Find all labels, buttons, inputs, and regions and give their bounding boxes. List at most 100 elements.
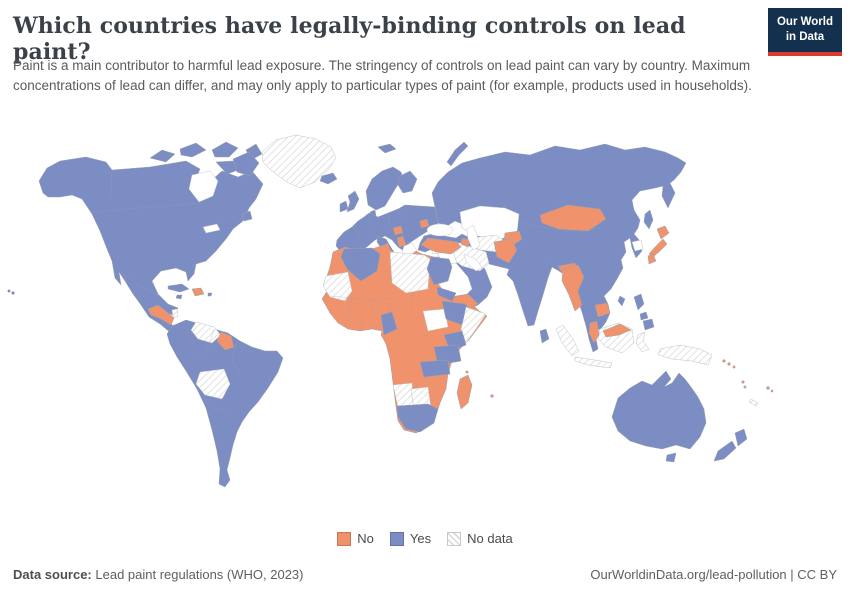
region-south-america[interactable] (166, 319, 284, 488)
region-jamaica[interactable] (175, 294, 183, 300)
region-north-america[interactable] (38, 156, 264, 335)
region-japan-kyushu[interactable] (647, 253, 657, 265)
region-indonesia-sumatra[interactable] (555, 324, 580, 357)
region-libya[interactable] (389, 251, 431, 294)
region-solomon-islands[interactable] (727, 362, 731, 366)
region-norway-sweden[interactable] (365, 166, 405, 211)
region-vanuatu[interactable] (743, 385, 747, 389)
region-indonesia-java[interactable] (574, 356, 613, 369)
region-cambodia[interactable] (594, 302, 611, 318)
region-south-africa[interactable] (396, 403, 439, 433)
region-taiwan[interactable] (617, 295, 626, 307)
region-somalia[interactable] (460, 306, 487, 344)
region-moldova[interactable] (419, 218, 430, 229)
region-yemen[interactable] (449, 293, 479, 310)
region-sri-lanka[interactable] (539, 328, 550, 344)
region-hawaii[interactable] (7, 289, 11, 293)
region-arctic-islands[interactable] (211, 141, 239, 158)
region-tasmania[interactable] (665, 452, 677, 463)
legend-item-no-data[interactable]: No data (447, 531, 513, 546)
region-iceland[interactable] (319, 172, 338, 185)
region-central-america[interactable] (147, 304, 175, 326)
region-fiji[interactable] (770, 389, 774, 393)
region-turkey[interactable] (420, 237, 462, 255)
region-myanmar[interactable] (561, 264, 585, 312)
region-new-caledonia[interactable] (748, 398, 759, 407)
internal-borders (94, 169, 601, 412)
region-philippines-luzon[interactable] (633, 293, 645, 311)
owid-logo-line2: in Data (785, 30, 825, 43)
region-tanzania[interactable] (433, 344, 462, 366)
region-australia[interactable] (611, 370, 707, 450)
legend-label-no-data: No data (467, 531, 513, 546)
region-solomon-islands[interactable] (732, 365, 736, 369)
region-solomon-islands[interactable] (722, 359, 726, 363)
region-hawaii[interactable] (11, 291, 15, 295)
legend-item-yes[interactable]: Yes (389, 531, 432, 546)
region-bosnia[interactable] (392, 225, 404, 236)
legend-swatch-no-data (447, 531, 462, 546)
region-hispaniola[interactable] (191, 287, 205, 297)
data-source-text: Lead paint regulations (WHO, 2023) (95, 567, 304, 582)
region-novaya-zemlya[interactable] (446, 141, 469, 167)
region-uk[interactable] (346, 190, 360, 213)
region-japan-hokkaido[interactable] (656, 225, 670, 240)
persian-gulf (463, 253, 483, 272)
region-mongolia[interactable] (539, 204, 607, 232)
hudson-bay (188, 170, 219, 203)
region-greenland[interactable] (261, 134, 337, 189)
region-finland[interactable] (397, 170, 418, 194)
data-source: Data source: Lead paint regulations (WHO… (13, 567, 304, 582)
legend-swatch-no (337, 531, 352, 546)
page-title: Which countries have legally-binding con… (13, 13, 686, 65)
region-new-zealand-south[interactable] (713, 440, 737, 462)
region-algeria[interactable] (340, 247, 381, 282)
footer: Data source: Lead paint regulations (WHO… (13, 567, 837, 582)
region-belize[interactable] (171, 308, 179, 318)
region-sakhalin[interactable] (643, 209, 654, 230)
region-azerbaijan[interactable] (460, 237, 471, 248)
region-arctic-islands[interactable] (179, 142, 207, 158)
region-mauritius[interactable] (490, 394, 494, 398)
region-arctic-islands-group (149, 141, 263, 177)
data-source-label: Data source: (13, 567, 92, 582)
region-albania[interactable] (396, 235, 407, 248)
region-svalbard[interactable] (377, 143, 397, 154)
region-malaysia-borneo[interactable] (602, 323, 632, 338)
region-arctic-islands[interactable] (149, 149, 176, 163)
region-guyana[interactable] (216, 331, 235, 351)
page-subtitle: Paint is a main contributor to harmful l… (13, 58, 752, 94)
legend-item-no[interactable]: No (337, 531, 374, 546)
region-comoros[interactable] (465, 370, 469, 374)
legend-label-yes: Yes (409, 531, 432, 546)
region-south-sudan[interactable] (422, 308, 449, 332)
region-madagascar[interactable] (456, 374, 473, 410)
region-north-korea[interactable] (631, 239, 644, 252)
region-ireland[interactable] (339, 200, 349, 213)
region-cuba[interactable] (167, 283, 190, 293)
region-afghanistan[interactable] (493, 238, 518, 264)
region-new-guinea[interactable] (657, 344, 713, 366)
region-vanuatu[interactable] (741, 380, 745, 384)
region-philippines-visayas[interactable] (639, 311, 649, 321)
region-new-zealand-north[interactable] (734, 428, 748, 447)
owid-logo[interactable]: Our World in Data (767, 8, 842, 56)
region-arctic-islands[interactable] (232, 151, 260, 177)
region-newfoundland[interactable] (241, 210, 253, 222)
region-indonesia-sulawesi[interactable] (635, 331, 650, 353)
region-bolivia[interactable] (195, 368, 231, 400)
owid-link[interactable]: OurWorldinData.org/lead-pollution | CC B… (590, 567, 837, 582)
region-malaysia[interactable] (588, 320, 600, 344)
region-philippines-mindanao[interactable] (642, 318, 655, 331)
region-zambia[interactable] (419, 359, 451, 378)
region-puerto-rico[interactable] (207, 292, 213, 297)
region-egypt[interactable] (426, 256, 453, 286)
map-legend: No Yes No data (0, 531, 850, 546)
region-western-sahara-mauritania[interactable] (322, 271, 353, 302)
region-venezuela[interactable] (190, 321, 222, 344)
region-fiji[interactable] (766, 386, 770, 390)
region-eritrea[interactable] (436, 286, 457, 302)
